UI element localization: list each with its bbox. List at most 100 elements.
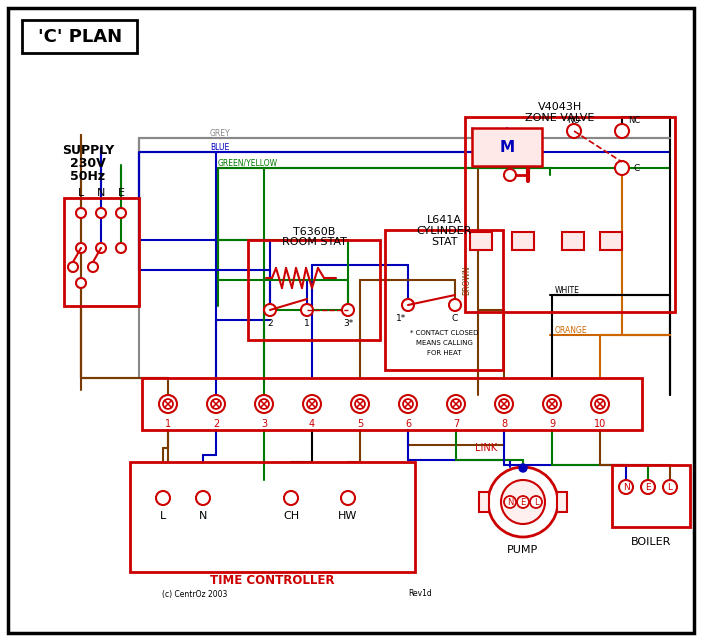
Circle shape: [663, 480, 677, 494]
Circle shape: [615, 161, 629, 175]
Text: ROOM STAT: ROOM STAT: [282, 237, 347, 247]
Circle shape: [615, 124, 629, 138]
Circle shape: [116, 208, 126, 218]
Text: * CONTACT CLOSED: * CONTACT CLOSED: [410, 330, 478, 336]
Text: ORANGE: ORANGE: [555, 326, 588, 335]
Bar: [557, 492, 567, 512]
Text: 50Hz: 50Hz: [70, 169, 105, 183]
Circle shape: [504, 169, 516, 181]
Text: STAT: STAT: [431, 237, 457, 247]
Circle shape: [403, 399, 413, 409]
Text: 230V: 230V: [70, 156, 106, 169]
Circle shape: [88, 262, 98, 272]
Circle shape: [488, 467, 558, 537]
Text: Rev1d: Rev1d: [408, 590, 432, 599]
Bar: [465, 117, 675, 312]
Circle shape: [495, 395, 513, 413]
Text: 1*: 1*: [396, 313, 406, 322]
Bar: [562, 232, 584, 250]
Text: 7: 7: [453, 419, 459, 429]
Circle shape: [211, 399, 221, 409]
Circle shape: [76, 243, 86, 253]
Circle shape: [68, 262, 78, 272]
Bar: [22, 20, 137, 53]
Circle shape: [399, 395, 417, 413]
Circle shape: [255, 395, 273, 413]
Circle shape: [595, 399, 605, 409]
Text: L: L: [534, 497, 538, 506]
Circle shape: [196, 491, 210, 505]
Bar: [248, 240, 380, 340]
Text: V4043H: V4043H: [538, 102, 582, 112]
Text: M: M: [499, 140, 515, 154]
Circle shape: [543, 395, 561, 413]
Circle shape: [501, 480, 545, 524]
Text: NO: NO: [567, 115, 581, 124]
Text: 9: 9: [549, 419, 555, 429]
Circle shape: [76, 208, 86, 218]
Circle shape: [517, 496, 529, 508]
Text: 6: 6: [405, 419, 411, 429]
Bar: [472, 128, 542, 166]
Text: N: N: [623, 483, 630, 492]
Text: LINK: LINK: [475, 443, 497, 453]
Bar: [512, 232, 534, 250]
Circle shape: [351, 395, 369, 413]
Text: BROWN: BROWN: [463, 265, 472, 295]
Text: L: L: [160, 511, 166, 521]
Circle shape: [547, 399, 557, 409]
Text: 2: 2: [267, 319, 273, 328]
Text: ZONE VALVE: ZONE VALVE: [525, 113, 595, 123]
Text: E: E: [520, 497, 526, 506]
Text: L: L: [78, 188, 84, 198]
Circle shape: [341, 491, 355, 505]
Bar: [64, 198, 139, 306]
Text: 5: 5: [357, 419, 363, 429]
Text: FOR HEAT: FOR HEAT: [427, 350, 461, 356]
Text: PUMP: PUMP: [508, 545, 538, 555]
Bar: [612, 465, 690, 527]
Text: N: N: [507, 497, 513, 506]
Text: TIME CONTROLLER: TIME CONTROLLER: [210, 574, 334, 587]
Text: 1: 1: [304, 319, 310, 328]
Circle shape: [159, 395, 177, 413]
Circle shape: [264, 304, 276, 316]
Circle shape: [96, 243, 106, 253]
Text: CH: CH: [283, 511, 299, 521]
Circle shape: [284, 491, 298, 505]
Circle shape: [447, 395, 465, 413]
Circle shape: [163, 399, 173, 409]
Text: MEANS CALLING: MEANS CALLING: [416, 340, 472, 346]
Text: 2: 2: [213, 419, 219, 429]
Text: E: E: [645, 483, 651, 492]
Circle shape: [519, 464, 527, 472]
Circle shape: [156, 491, 170, 505]
Circle shape: [116, 243, 126, 253]
Text: 3*: 3*: [343, 319, 353, 328]
Circle shape: [504, 496, 516, 508]
Bar: [470, 232, 492, 250]
Text: (c) CentrOz 2003: (c) CentrOz 2003: [162, 590, 227, 599]
Text: 8: 8: [501, 419, 507, 429]
Circle shape: [619, 480, 633, 494]
Bar: [130, 462, 415, 572]
Text: 1: 1: [165, 419, 171, 429]
Circle shape: [355, 399, 365, 409]
Text: L: L: [668, 483, 673, 492]
Text: C: C: [634, 163, 640, 172]
Circle shape: [499, 399, 509, 409]
Circle shape: [567, 124, 581, 138]
Circle shape: [449, 299, 461, 311]
Text: NC: NC: [628, 115, 640, 124]
Text: 4: 4: [309, 419, 315, 429]
Bar: [142, 378, 642, 430]
Text: L641A: L641A: [427, 215, 461, 225]
Text: 10: 10: [594, 419, 606, 429]
Circle shape: [530, 496, 542, 508]
Text: GREEN/YELLOW: GREEN/YELLOW: [218, 158, 278, 167]
Text: E: E: [117, 188, 124, 198]
Text: BLUE: BLUE: [210, 142, 230, 151]
Circle shape: [591, 395, 609, 413]
Text: HW: HW: [338, 511, 358, 521]
Circle shape: [303, 395, 321, 413]
